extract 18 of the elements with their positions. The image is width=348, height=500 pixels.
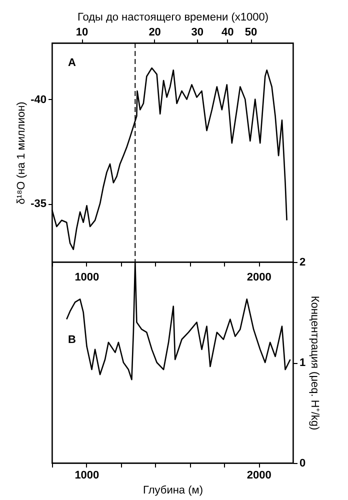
x-axis-title: Глубина (м) bbox=[143, 484, 203, 496]
y2-tick-label: 2 bbox=[300, 256, 306, 268]
x2-tick-label: 50 bbox=[244, 26, 258, 38]
x2-tick-label: 1000 bbox=[74, 272, 100, 284]
y-tick-label: -35 bbox=[30, 198, 46, 210]
x2-tick-label: 20 bbox=[148, 26, 161, 38]
annotation: A bbox=[68, 57, 76, 69]
y2-tick-label: 1 bbox=[300, 357, 306, 369]
x2-axis-title: Годы до настоящего времени (x1000) bbox=[77, 12, 269, 24]
x2-tick-label: 30 bbox=[191, 26, 204, 38]
y-axis-title: δ¹⁸O (на 1 миллион) bbox=[16, 102, 28, 204]
y2-axis-title: Концентрация (μeq. H⁺/kg) bbox=[308, 296, 321, 430]
x2-tick-label: 40 bbox=[221, 26, 234, 38]
x2-tick-label: 2000 bbox=[246, 272, 272, 284]
y-tick-label: -40 bbox=[30, 94, 46, 106]
annotation: В bbox=[68, 334, 76, 346]
x2-tick-label: 10 bbox=[76, 26, 88, 38]
y2-tick-label: 0 bbox=[300, 458, 306, 470]
